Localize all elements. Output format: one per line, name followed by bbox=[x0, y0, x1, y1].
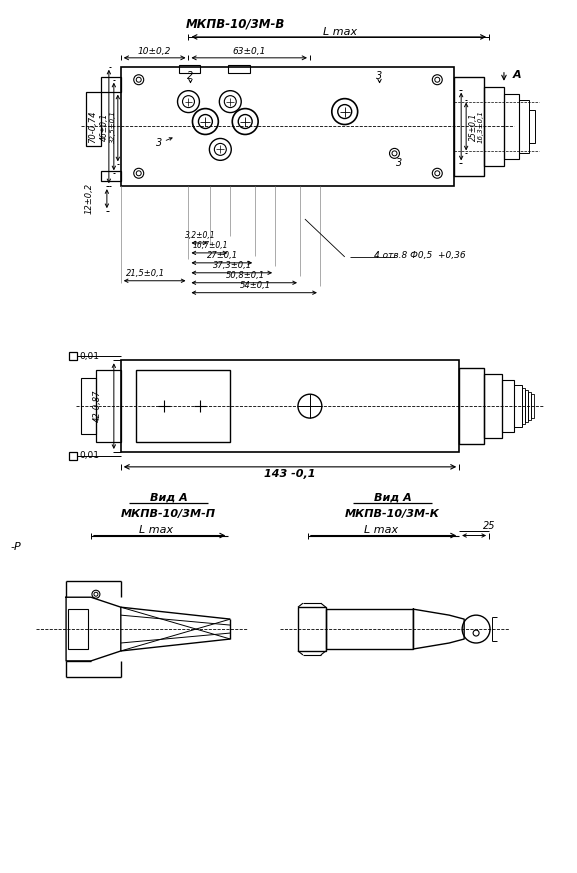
Bar bbox=[121, 361, 459, 452]
Text: 16,3±0,1: 16,3±0,1 bbox=[478, 110, 484, 143]
Bar bbox=[484, 86, 504, 167]
Bar bbox=[522, 388, 525, 424]
Text: А: А bbox=[512, 70, 521, 79]
Text: 27±0,1: 27±0,1 bbox=[207, 251, 238, 260]
Text: 143 -0,1: 143 -0,1 bbox=[264, 469, 316, 478]
Bar bbox=[121, 67, 454, 186]
Bar bbox=[484, 375, 502, 438]
Text: 46±0,1: 46±0,1 bbox=[99, 113, 108, 141]
Text: Вид А: Вид А bbox=[374, 492, 411, 503]
Text: МКПВ-10/3М-В: МКПВ-10/3М-В bbox=[186, 17, 285, 31]
Text: 12±0,2: 12±0,2 bbox=[84, 182, 93, 214]
Text: 63±0,1: 63±0,1 bbox=[233, 47, 266, 57]
Text: Вид А: Вид А bbox=[149, 492, 188, 503]
Text: МКПВ-10/3М-К: МКПВ-10/3М-К bbox=[345, 509, 440, 519]
Bar bbox=[69, 353, 77, 361]
Text: 3: 3 bbox=[396, 158, 403, 168]
Bar bbox=[101, 171, 121, 182]
Text: 2: 2 bbox=[188, 71, 194, 80]
Text: 25: 25 bbox=[483, 520, 495, 531]
Text: 0,01: 0,01 bbox=[79, 451, 99, 460]
Bar bbox=[178, 65, 200, 72]
Bar bbox=[529, 110, 535, 143]
Bar bbox=[514, 385, 522, 427]
Bar bbox=[326, 609, 413, 649]
Bar bbox=[68, 609, 88, 649]
Bar bbox=[525, 390, 528, 422]
Text: L max: L max bbox=[365, 525, 399, 534]
Bar bbox=[101, 77, 121, 92]
Bar bbox=[519, 100, 529, 154]
Text: 25±0,1: 25±0,1 bbox=[469, 113, 478, 141]
Bar bbox=[298, 608, 326, 651]
Bar bbox=[228, 65, 250, 72]
Bar bbox=[531, 395, 534, 418]
Bar bbox=[96, 370, 121, 442]
Bar bbox=[502, 381, 514, 432]
Text: L max: L max bbox=[138, 525, 173, 534]
Text: 21,5±0,1: 21,5±0,1 bbox=[126, 269, 165, 278]
Text: 0,01: 0,01 bbox=[79, 352, 99, 361]
Text: 50,8±0,1: 50,8±0,1 bbox=[226, 272, 265, 280]
Bar bbox=[69, 452, 77, 460]
Bar bbox=[454, 77, 484, 176]
Bar bbox=[81, 378, 96, 434]
Bar bbox=[136, 370, 230, 442]
Text: L max: L max bbox=[323, 27, 357, 37]
Text: 3,2±0,1: 3,2±0,1 bbox=[185, 231, 216, 240]
Text: МКПВ-10/3М-П: МКПВ-10/3М-П bbox=[121, 509, 216, 519]
Text: 3: 3 bbox=[156, 139, 162, 148]
Bar bbox=[528, 392, 531, 420]
Text: 54±0,1: 54±0,1 bbox=[239, 281, 271, 290]
Bar bbox=[459, 368, 484, 444]
Text: 10±0,2: 10±0,2 bbox=[138, 47, 171, 57]
Text: 32,5±0,1: 32,5±0,1 bbox=[110, 110, 116, 143]
Text: 16,7±0,1: 16,7±0,1 bbox=[193, 242, 228, 251]
Text: 37,3±0,1: 37,3±0,1 bbox=[213, 261, 252, 271]
Text: 4 отв.8 Ф0,5  +0,36: 4 отв.8 Ф0,5 +0,36 bbox=[373, 251, 465, 260]
Bar bbox=[504, 93, 519, 160]
Text: 42-0,87: 42-0,87 bbox=[92, 390, 102, 423]
Bar bbox=[86, 92, 101, 147]
Text: 3: 3 bbox=[376, 71, 383, 80]
Text: 70-0,74: 70-0,74 bbox=[88, 110, 98, 143]
Text: -Р: -Р bbox=[11, 542, 22, 553]
